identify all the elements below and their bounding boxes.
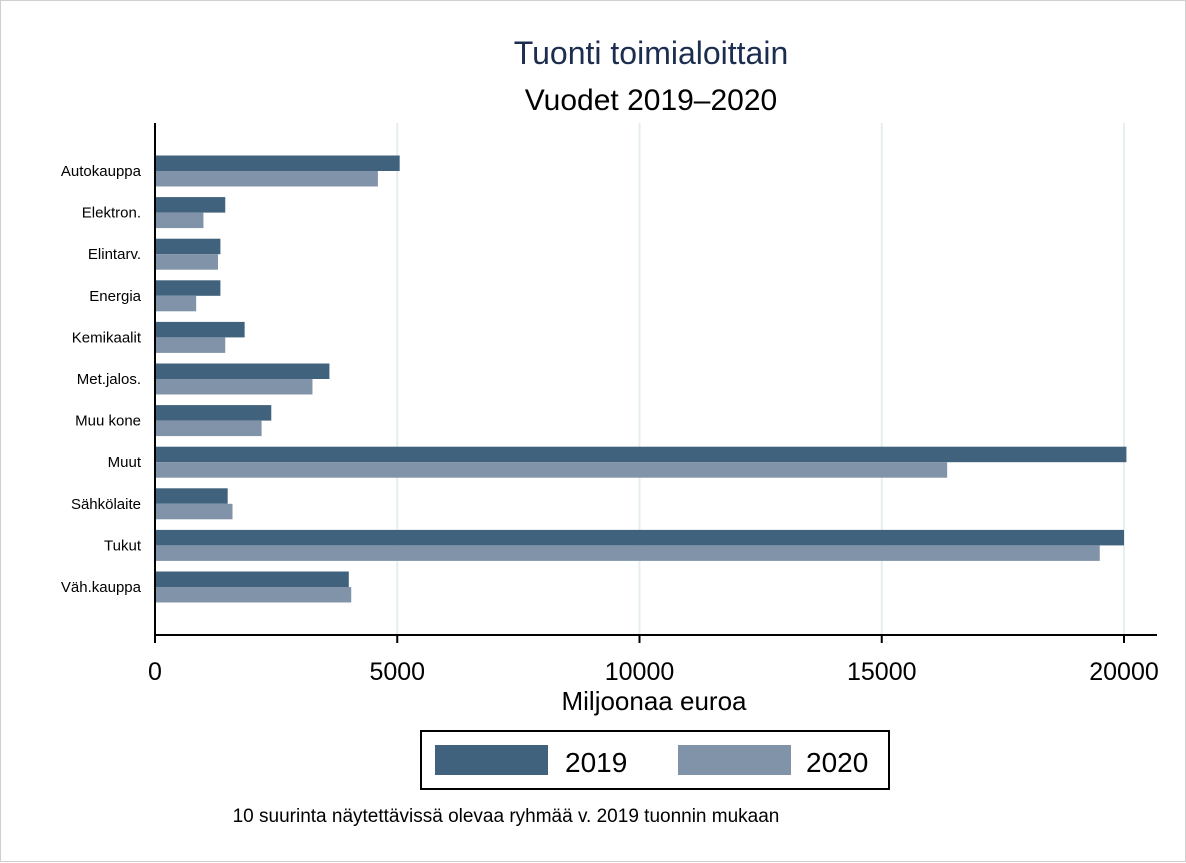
bar-2019 — [155, 155, 400, 171]
category-label: Väh.kauppa — [61, 579, 142, 596]
chart-subtitle: Vuodet 2019–2020 — [525, 84, 777, 117]
category-label: Elintarv. — [88, 246, 141, 263]
bar-2019 — [155, 197, 226, 213]
x-tick-label: 10000 — [605, 658, 675, 686]
x-tick-label: 0 — [148, 658, 162, 686]
category-labels: Autokauppa Elektron. Elintarv. Energia Kemik… — [61, 163, 142, 596]
x-axis-label: Miljoonaa euroa — [561, 686, 747, 716]
legend-label-2019: 2019 — [565, 747, 627, 778]
bar-2020 — [155, 420, 262, 437]
bar-2020 — [155, 212, 204, 229]
bar-2019 — [155, 363, 330, 379]
legend: 2019 2020 — [420, 730, 890, 790]
chart-title: Tuonti toimialoittain — [514, 35, 789, 71]
legend-label-2020: 2020 — [806, 747, 868, 778]
x-tick-label: 5000 — [369, 658, 425, 686]
bar-2020 — [155, 295, 197, 312]
bar-2020 — [155, 545, 1100, 561]
bar-2019 — [155, 446, 1127, 463]
category-label: Met.jalos. — [77, 371, 141, 388]
bars — [155, 155, 1127, 603]
bar-2020 — [155, 254, 218, 270]
bar-2019 — [155, 488, 228, 504]
bar-2019 — [155, 321, 245, 338]
category-label: Elektron. — [82, 205, 141, 222]
x-tick-label: 20000 — [1089, 658, 1159, 686]
category-label: Muut — [108, 454, 142, 471]
x-axis-ticks: 0 5000 10000 15000 20000 — [148, 635, 1159, 686]
bar-2020 — [155, 337, 226, 353]
bar-2019 — [155, 280, 221, 296]
category-label: Autokauppa — [61, 163, 142, 180]
bar-2019 — [155, 405, 272, 421]
category-label: Muu kone — [75, 413, 141, 430]
bar-2019 — [155, 571, 349, 587]
category-label: Kemikaalit — [72, 329, 142, 346]
chart-note: 10 suurinta näytettävissä olevaa ryhmää … — [233, 806, 780, 827]
category-label: Tukut — [104, 537, 142, 554]
bar-2020 — [155, 587, 352, 603]
category-label: Sähkölaite — [71, 496, 141, 513]
bar-2020 — [155, 503, 233, 520]
bar-2019 — [155, 238, 221, 255]
x-tick-label: 15000 — [847, 658, 917, 686]
bar-2020 — [155, 171, 378, 187]
legend-swatch-2019 — [435, 745, 548, 775]
bar-2019 — [155, 529, 1124, 546]
bar-2020 — [155, 379, 313, 395]
legend-swatch-2020 — [678, 745, 791, 775]
bar-2020 — [155, 462, 948, 478]
category-label: Energia — [89, 288, 141, 305]
